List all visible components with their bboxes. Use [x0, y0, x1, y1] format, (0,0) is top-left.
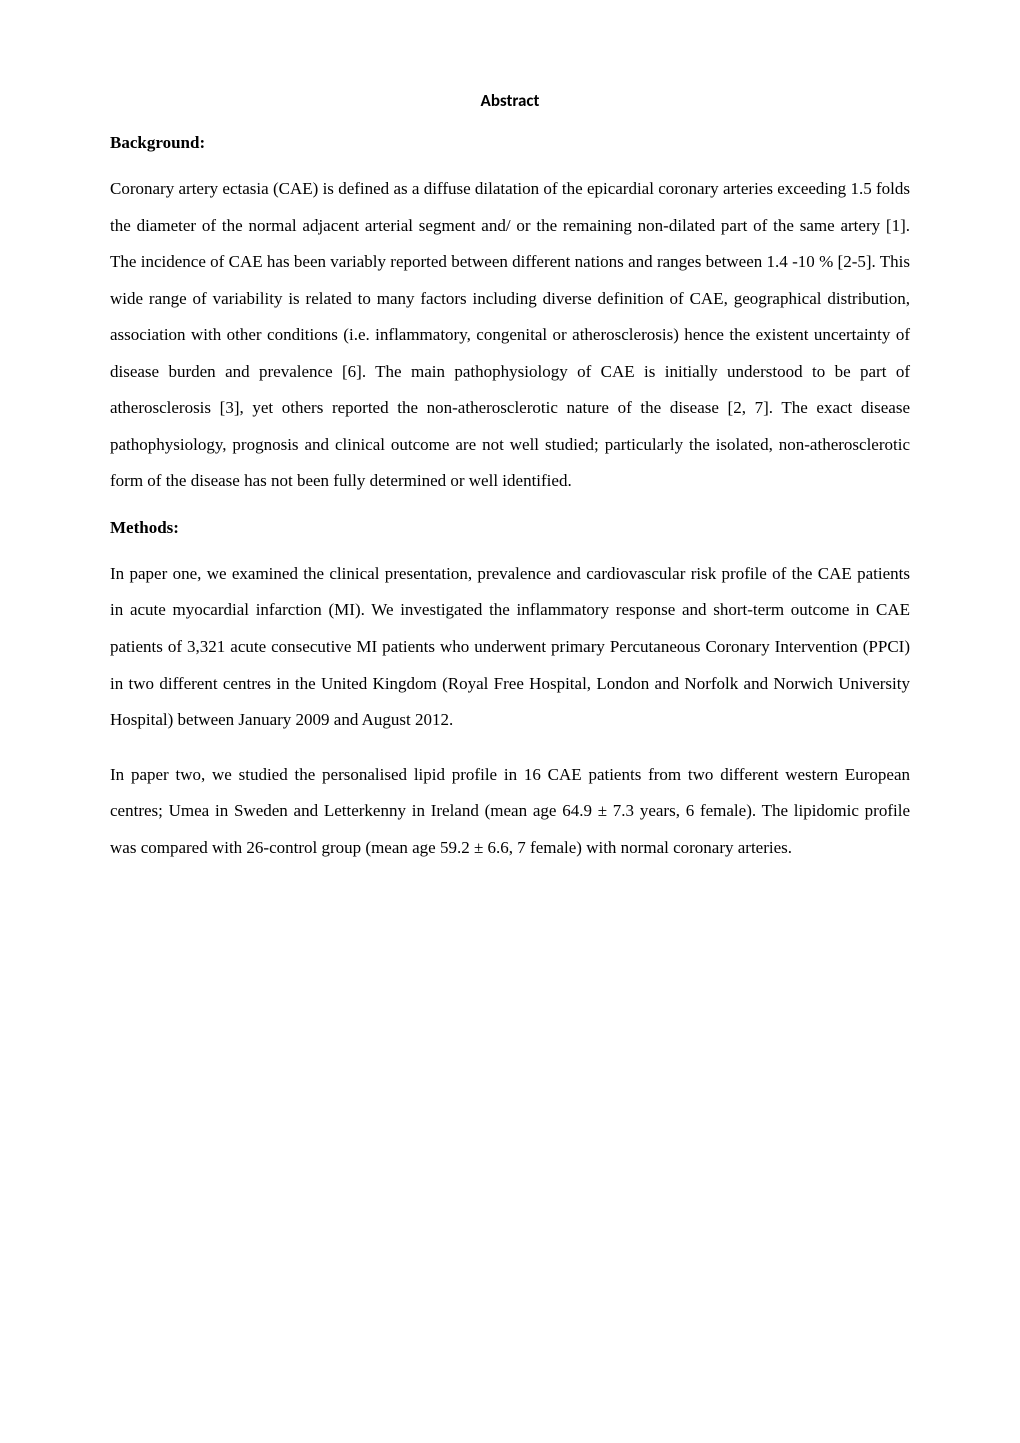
document-page: Abstract Background: Coronary artery ect…: [0, 0, 1020, 974]
section-heading-background: Background:: [110, 133, 910, 153]
section-heading-methods: Methods:: [110, 518, 910, 538]
background-paragraph: Coronary artery ectasia (CAE) is defined…: [110, 171, 910, 500]
abstract-title: Abstract: [110, 90, 910, 111]
methods-paragraph-1: In paper one, we examined the clinical p…: [110, 556, 910, 739]
methods-paragraph-2: In paper two, we studied the personalise…: [110, 757, 910, 867]
